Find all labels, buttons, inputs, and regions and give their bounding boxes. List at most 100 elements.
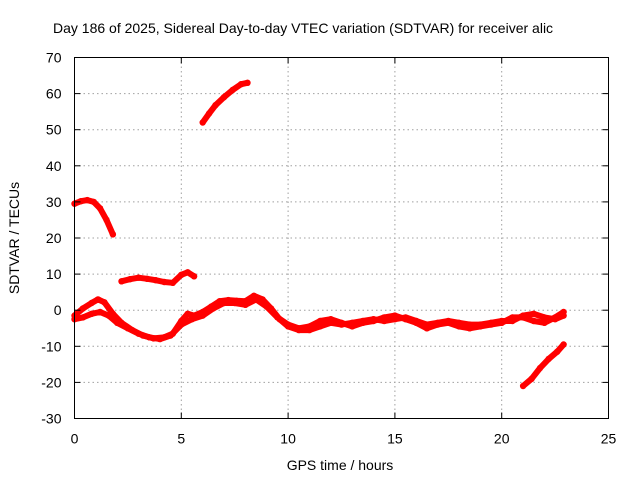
y-tick-label: 60 [46, 86, 62, 102]
data-point [88, 299, 95, 307]
data-point [143, 275, 151, 282]
data-point [242, 301, 249, 308]
y-tick-label: -30 [41, 411, 61, 427]
data-point [88, 310, 95, 317]
data-point [220, 94, 228, 101]
data-point [169, 279, 176, 286]
data-point [77, 198, 85, 205]
x-tick-label: 25 [601, 431, 617, 447]
data-point [560, 308, 567, 316]
data-point [94, 296, 102, 303]
data-point [210, 305, 217, 312]
data-point [178, 271, 185, 278]
data-point [338, 319, 345, 326]
data-point [146, 334, 153, 341]
x-tick-label: 0 [71, 431, 79, 447]
data-point [263, 303, 270, 310]
data-point [402, 316, 409, 323]
grid-layer [74, 57, 609, 419]
data-point [178, 321, 185, 328]
data-point [316, 317, 324, 325]
y-tick-label: -10 [41, 338, 61, 354]
data-point [156, 335, 164, 343]
y-tick-label: 10 [46, 266, 62, 282]
data-point [231, 299, 238, 307]
data-point [545, 355, 552, 363]
data-point [96, 308, 104, 316]
data-point [423, 325, 431, 332]
data-point [212, 102, 219, 109]
data-point [349, 323, 356, 330]
data-point [252, 296, 260, 303]
data-point [135, 274, 142, 281]
data-point [536, 364, 544, 372]
data-point [509, 314, 516, 321]
data-point [381, 314, 388, 321]
data-point [220, 299, 228, 307]
data-point [274, 314, 281, 321]
data-point [498, 319, 505, 326]
data-point [391, 312, 399, 319]
data-point [101, 299, 108, 306]
data-point [434, 321, 441, 328]
y-tick-label: 20 [46, 230, 62, 246]
data-point [124, 325, 132, 332]
y-tick-label: 70 [46, 50, 62, 66]
series-line [71, 292, 567, 342]
series-track-1 [71, 196, 117, 238]
x-tick-label: 15 [387, 431, 403, 447]
data-point [152, 277, 159, 284]
data-point [114, 319, 121, 326]
data-point [519, 382, 527, 390]
y-tick-label: 40 [46, 158, 62, 174]
data-point [161, 278, 168, 286]
data-point [229, 86, 236, 94]
series-track-6 [519, 341, 567, 390]
data-layer [71, 79, 567, 390]
y-tick-label: 30 [46, 194, 62, 210]
data-point [445, 319, 452, 326]
x-tick-label: 10 [280, 431, 296, 447]
data-point [370, 317, 377, 325]
data-point [199, 119, 206, 126]
data-point [90, 198, 97, 206]
data-point [359, 319, 367, 326]
data-point [79, 314, 87, 321]
data-point [190, 273, 198, 280]
x-tick-label: 5 [177, 431, 185, 447]
series-track-2 [199, 79, 251, 126]
data-point [560, 341, 567, 348]
y-tick-label: 50 [46, 122, 62, 138]
y-tick-label: -20 [41, 374, 61, 390]
data-point [284, 321, 292, 328]
data-point [327, 316, 334, 323]
y-tick-label: 0 [54, 302, 62, 318]
data-point [109, 231, 117, 238]
data-point [188, 316, 196, 323]
data-point [519, 314, 527, 321]
data-point [184, 310, 191, 317]
data-point [237, 81, 245, 88]
data-point [487, 321, 495, 328]
x-tick-label: 20 [494, 431, 510, 447]
tick-layer: 0 5 10 15 20 25 -30 -20 -10 0 10 20 30 40 50 60 70 [41, 50, 616, 447]
data-point [477, 323, 484, 330]
series-line [118, 269, 198, 286]
y-axis-label: SDTVAR / TECUs [6, 182, 22, 294]
data-point [79, 305, 87, 312]
data-point [184, 269, 191, 276]
data-point [167, 332, 174, 339]
chart-title: Day 186 of 2025, Sidereal Day-to-day VTE… [53, 20, 553, 36]
data-point [530, 310, 537, 317]
data-point [118, 278, 125, 285]
data-point [199, 312, 206, 319]
data-point [84, 196, 91, 204]
data-point [554, 348, 561, 355]
data-point [466, 325, 473, 332]
data-point [528, 375, 535, 382]
series-track-5 [71, 296, 567, 343]
data-point [455, 323, 463, 330]
data-point [205, 110, 213, 117]
data-point [96, 205, 104, 212]
